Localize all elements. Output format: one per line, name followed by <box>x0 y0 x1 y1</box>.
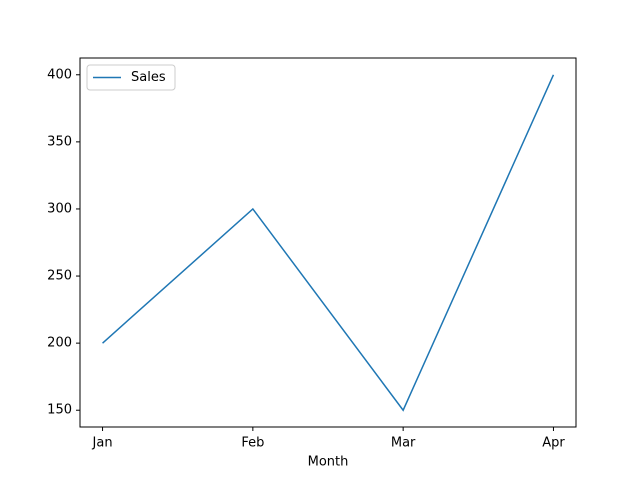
x-tick-label: Jan <box>92 436 113 451</box>
x-axis-label: Month <box>308 455 349 470</box>
x-tick-label: Mar <box>391 436 416 451</box>
y-tick-label: 300 <box>47 201 72 216</box>
y-tick-label: 150 <box>47 403 72 418</box>
x-tick-label: Feb <box>241 436 264 451</box>
plot-frame <box>79 57 577 428</box>
y-tick-label: 350 <box>47 134 72 149</box>
legend-label: Sales <box>131 70 166 85</box>
y-tick-label: 200 <box>47 336 72 351</box>
legend-box <box>86 64 176 91</box>
y-tick-label: 400 <box>47 67 72 82</box>
x-tick-label: Apr <box>542 436 565 451</box>
y-tick-label: 250 <box>47 269 72 284</box>
line <box>102 74 555 412</box>
